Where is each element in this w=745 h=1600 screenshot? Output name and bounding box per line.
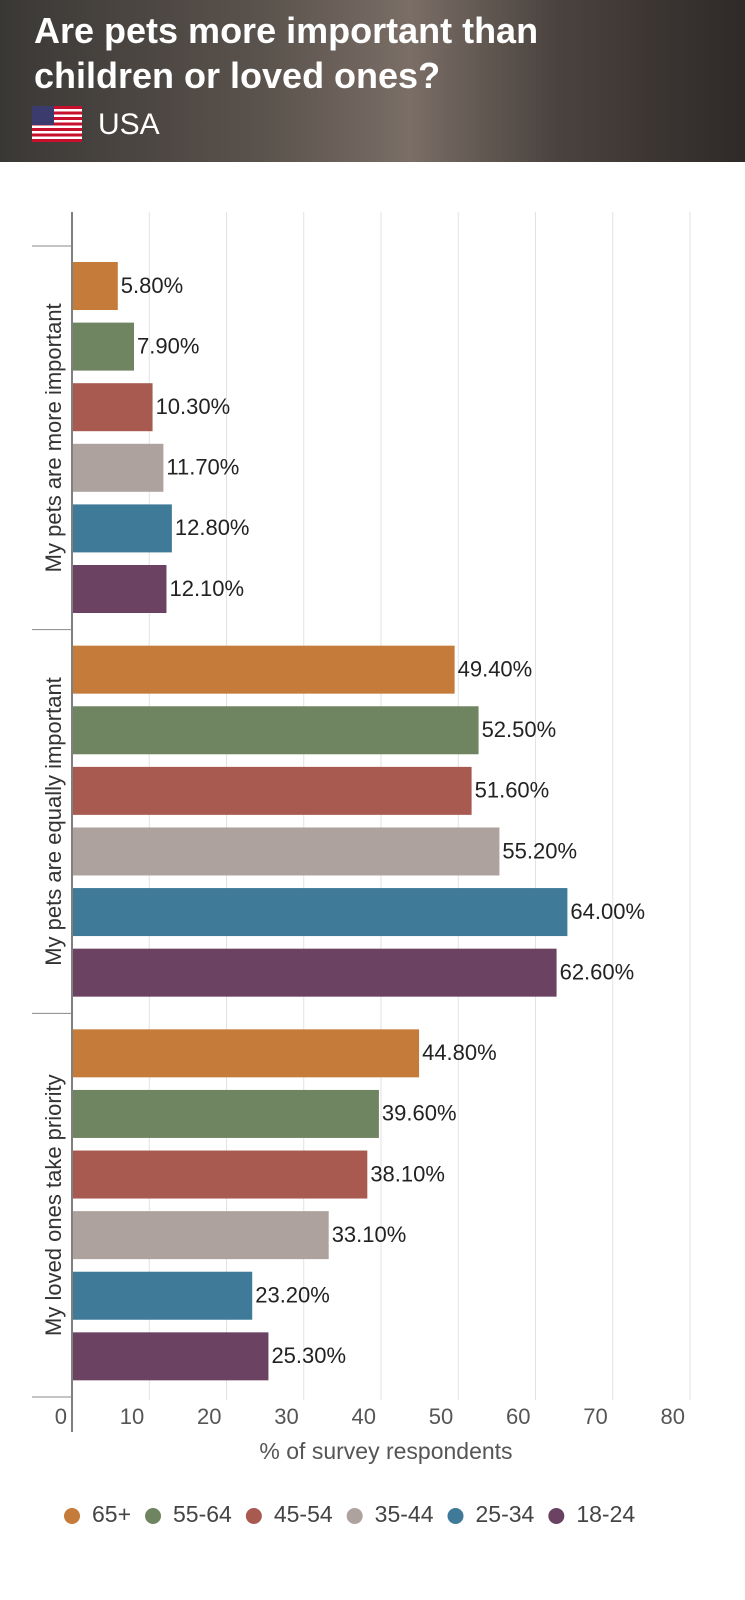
x-tick-label: 40 (352, 1404, 376, 1429)
bar (73, 1332, 269, 1381)
bar (73, 322, 135, 371)
value-label: 23.20% (255, 1283, 330, 1308)
value-label: 11.70% (166, 455, 239, 480)
value-label: 12.10% (169, 576, 244, 601)
bar (73, 443, 164, 492)
bar (73, 565, 167, 613)
legend-marker (548, 1508, 565, 1524)
value-label: 55.20% (502, 838, 577, 863)
legend-label: 65+ (92, 1501, 131, 1527)
value-label: 5.80% (121, 273, 183, 298)
x-tick-label: 50 (429, 1404, 453, 1429)
value-label: 33.10% (332, 1222, 407, 1247)
x-tick-label: 0 (55, 1404, 67, 1429)
value-label: 7.90% (137, 333, 199, 358)
bar (73, 827, 500, 876)
bar (73, 888, 568, 937)
legend-marker (64, 1508, 80, 1524)
x-tick-label: 70 (583, 1404, 607, 1429)
value-label: 10.30% (156, 394, 231, 419)
flag (32, 106, 82, 142)
value-label: 62.60% (560, 959, 635, 984)
value-label: 64.00% (570, 899, 645, 924)
category-label: My pets are more important (41, 303, 66, 572)
legend-marker (145, 1508, 162, 1524)
legend-label: 35-44 (375, 1501, 434, 1527)
x-tick-label: 20 (197, 1404, 221, 1429)
value-label: 12.80% (175, 515, 250, 540)
bar (73, 1089, 379, 1138)
bar (73, 262, 118, 310)
x-axis-label: % of survey respondents (259, 1438, 512, 1464)
legend-marker (346, 1508, 363, 1524)
bar (73, 766, 472, 815)
bar (73, 383, 153, 432)
bar (73, 1271, 253, 1320)
value-label: 52.50% (482, 717, 557, 742)
legend-marker (245, 1508, 262, 1524)
value-label: 38.10% (370, 1161, 445, 1186)
legend-label: 18-24 (576, 1501, 635, 1527)
x-tick-label: 10 (120, 1404, 144, 1429)
bar (73, 948, 557, 997)
value-label: 25.30% (271, 1343, 346, 1368)
legend-label: 55-64 (173, 1501, 232, 1527)
category-label: My loved ones take priority (41, 1074, 66, 1336)
bar (73, 1029, 420, 1078)
value-label: 49.40% (458, 656, 533, 681)
bar (73, 645, 455, 694)
x-tick-label: 30 (274, 1404, 298, 1429)
bar (73, 1150, 368, 1199)
bar (73, 504, 172, 553)
chart-title: Are pets more important than children or… (34, 10, 539, 96)
bar (73, 706, 479, 755)
x-tick-label: 60 (506, 1404, 530, 1429)
legend-label: 25-34 (476, 1501, 535, 1527)
x-tick-label: 80 (661, 1404, 685, 1429)
legend-label: 45-54 (274, 1501, 333, 1527)
value-label: 51.60% (475, 778, 550, 803)
category-label: My pets are equally important (41, 677, 66, 966)
header: Are pets more important than children or… (0, 0, 745, 162)
subtitle: USA (98, 108, 160, 141)
bar (73, 1211, 329, 1260)
value-label: 44.80% (422, 1040, 497, 1065)
value-label: 39.60% (382, 1101, 457, 1126)
legend-marker (447, 1508, 464, 1524)
